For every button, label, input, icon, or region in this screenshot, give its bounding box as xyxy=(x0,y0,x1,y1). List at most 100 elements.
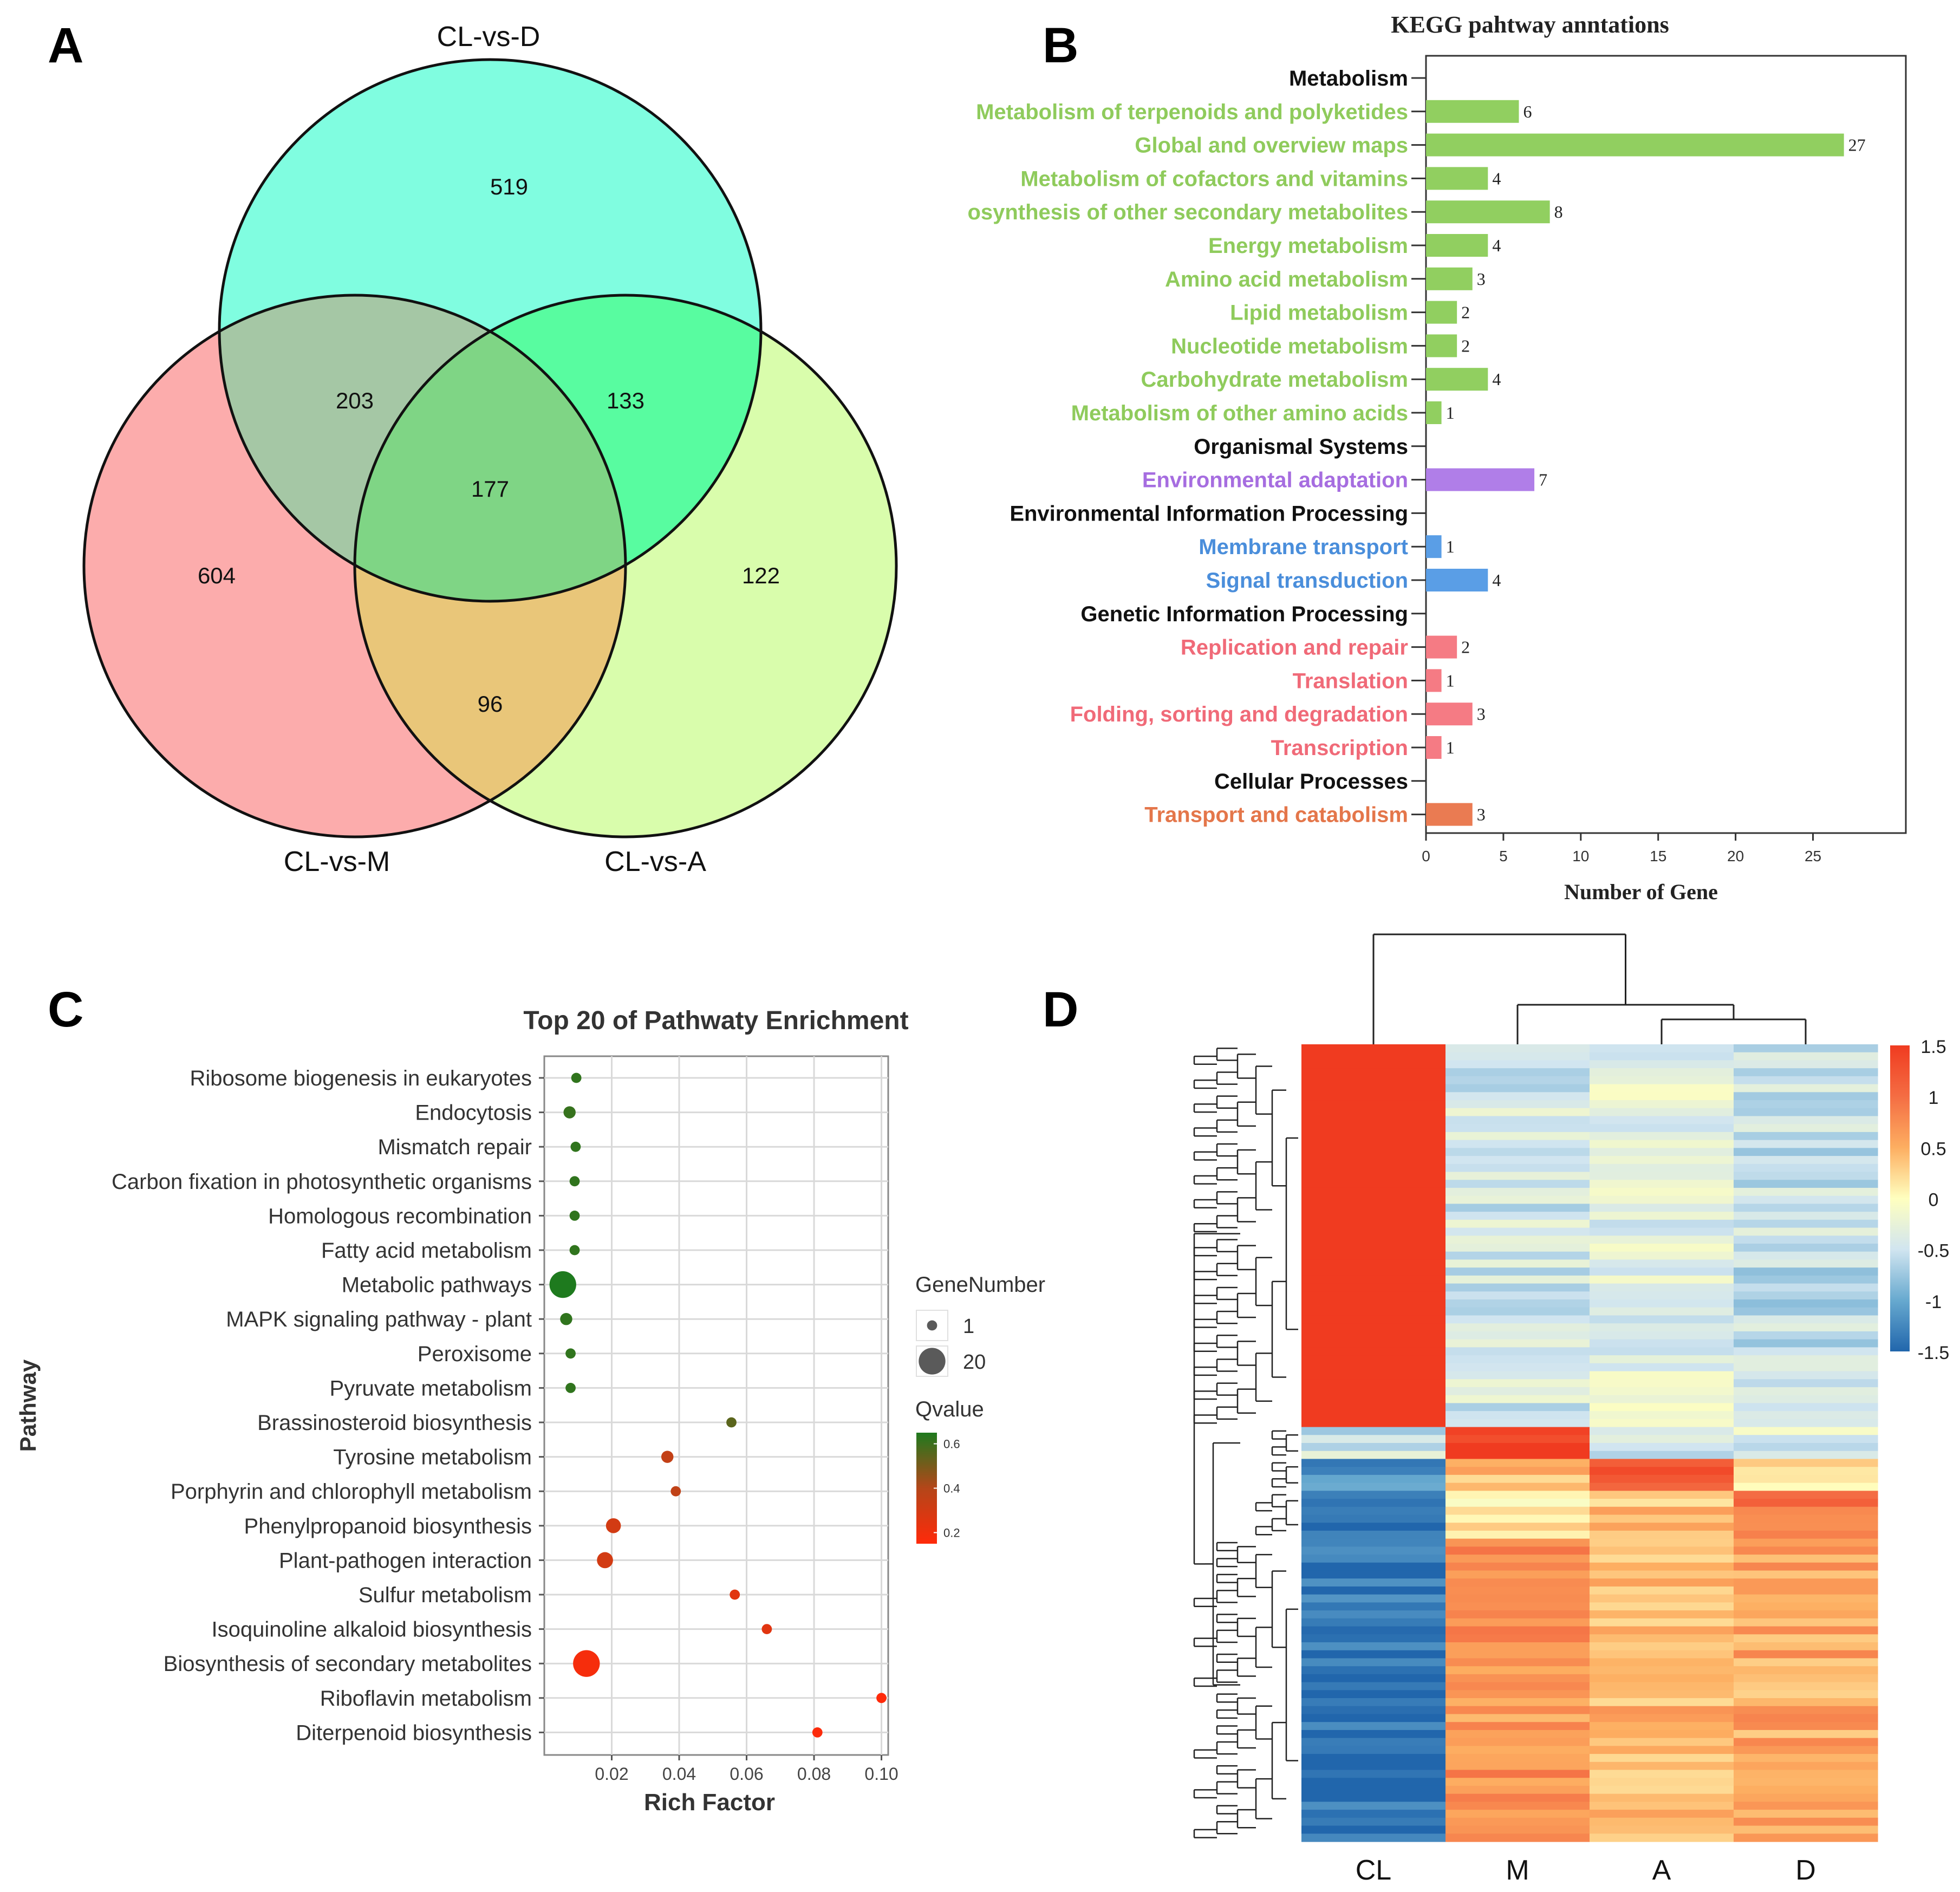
heatmap-cell xyxy=(1734,1395,1878,1403)
heatmap-scale-label: 0.5 xyxy=(1920,1139,1946,1159)
kegg-bar xyxy=(1426,635,1457,659)
venn-count: 177 xyxy=(471,476,509,502)
heatmap-cell xyxy=(1734,1108,1878,1117)
panel-letter-d: D xyxy=(1043,982,1078,1037)
qvalue-colorbar-label: 0.2 xyxy=(943,1526,960,1540)
kegg-bar-value: 4 xyxy=(1492,570,1501,590)
heatmap-cell xyxy=(1734,1738,1878,1746)
kegg-bar xyxy=(1426,468,1535,491)
heatmap-cell xyxy=(1590,1817,1734,1826)
heatmap-cell xyxy=(1590,1411,1734,1420)
heatmap-cell xyxy=(1301,1307,1446,1316)
kegg-bar xyxy=(1426,301,1457,324)
heatmap-cell xyxy=(1445,1443,1590,1452)
kegg-plot-frame xyxy=(1425,55,1907,834)
heatmap-cell xyxy=(1301,1714,1446,1722)
heatmap-cell xyxy=(1590,1746,1734,1754)
heatmap-cell xyxy=(1301,1698,1446,1707)
heatmap-cell xyxy=(1590,1514,1734,1523)
heatmap-cell xyxy=(1734,1817,1878,1826)
heatmap-cell xyxy=(1301,1483,1446,1491)
heatmap-cell xyxy=(1734,1650,1878,1659)
heatmap-cell xyxy=(1301,1195,1446,1204)
heatmap-cell xyxy=(1445,1802,1590,1810)
heatmap-cell xyxy=(1301,1187,1446,1197)
kegg-bar-value: 3 xyxy=(1477,269,1486,289)
kegg-row-label: Metabolism of other amino acids xyxy=(1071,401,1408,425)
heatmap-cell xyxy=(1301,1746,1446,1754)
heatmap-cell xyxy=(1445,1499,1590,1507)
heatmap-cell xyxy=(1301,1379,1446,1388)
kegg-bar-value: 3 xyxy=(1477,805,1486,824)
heatmap-cell xyxy=(1301,1523,1446,1531)
heatmap-cell xyxy=(1590,1714,1734,1722)
heatmap-cell xyxy=(1301,1092,1446,1101)
heatmap-cell xyxy=(1301,1491,1446,1499)
heatmap-cell xyxy=(1445,1339,1590,1348)
kegg-bar xyxy=(1426,401,1442,424)
heatmap-cell xyxy=(1734,1419,1878,1428)
heatmap-cell xyxy=(1590,1339,1734,1348)
heatmap-cell xyxy=(1590,1244,1734,1252)
heatmap-cell xyxy=(1301,1172,1446,1180)
heatmap-cell xyxy=(1445,1817,1590,1826)
heatmap-cell xyxy=(1301,1044,1446,1053)
heatmap-cell xyxy=(1590,1555,1734,1563)
heatmap-cell xyxy=(1590,1474,1734,1484)
heatmap-cell xyxy=(1590,1690,1734,1699)
heatmap-cell xyxy=(1445,1650,1590,1659)
kegg-row-label: Metabolism of cofactors and vitamins xyxy=(1020,167,1408,191)
heatmap-cell xyxy=(1301,1084,1446,1093)
heatmap-cell xyxy=(1445,1810,1590,1818)
heatmap-cell xyxy=(1734,1626,1878,1635)
bubble-x-axis-label: Rich Factor xyxy=(644,1789,775,1816)
heatmap-cell xyxy=(1301,1578,1446,1587)
kegg-bar-value: 6 xyxy=(1523,102,1532,121)
size-legend-label: 1 xyxy=(963,1315,974,1338)
heatmap-cell xyxy=(1734,1506,1878,1516)
kegg-bar-value: 1 xyxy=(1446,537,1455,556)
bubble-y-axis-label: Pathway xyxy=(15,1359,41,1452)
heatmap-cell xyxy=(1590,1140,1734,1148)
venn-region-dma-clip2 xyxy=(355,295,626,601)
heatmap-cell xyxy=(1445,1785,1590,1795)
heatmap-cell xyxy=(1734,1602,1878,1611)
heatmap-cell xyxy=(1301,1825,1446,1834)
heatmap-cell xyxy=(1590,1730,1734,1739)
heatmap-cell xyxy=(1445,1251,1590,1260)
kegg-category-header: Genetic Information Processing xyxy=(1080,602,1408,626)
heatmap-cell xyxy=(1301,1227,1446,1236)
heatmap-cell xyxy=(1734,1251,1878,1260)
heatmap-cell xyxy=(1445,1674,1590,1683)
heatmap-panel: CL M A D 1.5 1 0.5 0 -0.5 -1 -1.5 xyxy=(1193,933,1949,1886)
heatmap-cell xyxy=(1301,1403,1446,1412)
heatmap-cell xyxy=(1445,1491,1590,1499)
heatmap-cell xyxy=(1590,1618,1734,1627)
kegg-bar-value: 4 xyxy=(1492,369,1501,389)
bubble-pathway-label: Brassinosteroid biosynthesis xyxy=(257,1411,532,1435)
heatmap-cell xyxy=(1445,1602,1590,1611)
heatmap-cell xyxy=(1301,1180,1446,1188)
heatmap-cell xyxy=(1301,1251,1446,1260)
bubble-pathway-label: Homologous recombination xyxy=(268,1204,532,1228)
kegg-bar-value: 2 xyxy=(1461,336,1470,355)
heatmap-cell xyxy=(1734,1467,1878,1475)
heatmap-cell xyxy=(1734,1315,1878,1324)
heatmap-cell xyxy=(1445,1546,1590,1555)
bubble-point xyxy=(560,1312,572,1325)
heatmap-cell xyxy=(1445,1738,1590,1746)
heatmap-cell xyxy=(1590,1236,1734,1244)
heatmap-cell xyxy=(1590,1754,1734,1763)
kegg-bar xyxy=(1426,368,1488,391)
heatmap-cell xyxy=(1301,1634,1446,1643)
heatmap-cell xyxy=(1590,1698,1734,1707)
heatmap-cell xyxy=(1301,1586,1446,1595)
heatmap-cell xyxy=(1590,1483,1734,1491)
heatmap-cell xyxy=(1445,1275,1590,1284)
bubble-pathway-label: Endocytosis xyxy=(415,1101,532,1125)
bubble-point xyxy=(876,1693,887,1704)
heatmap-cell xyxy=(1445,1658,1590,1667)
heatmap-cell xyxy=(1445,1435,1590,1444)
heatmap-cell xyxy=(1445,1307,1590,1316)
heatmap-cell xyxy=(1445,1642,1590,1651)
